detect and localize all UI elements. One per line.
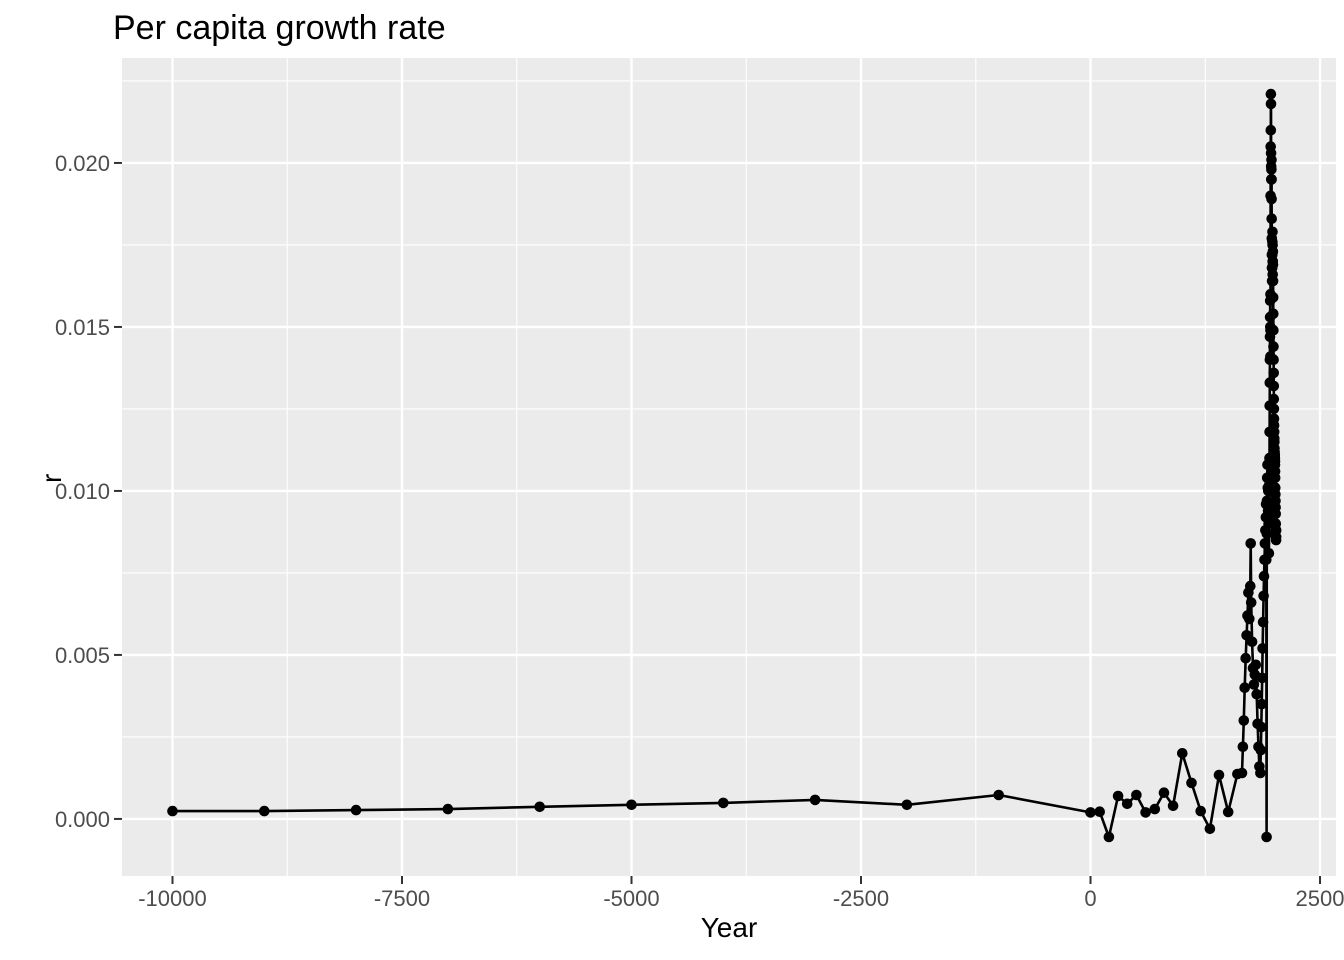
data-point xyxy=(1268,324,1279,336)
data-point xyxy=(1269,472,1281,484)
x-tick-label: -2500 xyxy=(833,886,889,911)
data-point xyxy=(1268,380,1280,392)
data-point xyxy=(1094,806,1105,817)
data-point xyxy=(1236,767,1248,779)
data-point xyxy=(1266,213,1277,224)
data-point xyxy=(901,799,913,811)
data-point xyxy=(1267,226,1278,238)
panel-background xyxy=(122,58,1336,876)
data-point xyxy=(1167,800,1179,812)
data-point xyxy=(1112,790,1124,802)
data-point xyxy=(1085,807,1096,818)
data-point xyxy=(1149,803,1161,815)
y-tick-label: 0.005 xyxy=(55,643,110,668)
data-point xyxy=(1222,806,1234,818)
y-tick-label: 0.015 xyxy=(55,315,110,340)
data-point xyxy=(1261,528,1273,539)
data-point xyxy=(1258,590,1269,602)
y-tick-label: 0.020 xyxy=(55,151,110,176)
data-point xyxy=(1256,672,1268,684)
data-point xyxy=(1268,403,1280,415)
data-point xyxy=(1266,193,1277,205)
chart-title: Per capita growth rate xyxy=(113,9,446,47)
data-point xyxy=(1213,769,1225,781)
data-point xyxy=(1255,767,1266,779)
data-point xyxy=(1158,787,1170,798)
data-point xyxy=(1261,495,1273,507)
data-point xyxy=(1186,777,1197,789)
data-point xyxy=(1266,154,1277,165)
data-point xyxy=(1237,741,1249,753)
data-point xyxy=(167,805,178,817)
data-point xyxy=(1240,652,1251,664)
data-point xyxy=(1245,580,1256,592)
data-point xyxy=(1255,744,1267,756)
data-point xyxy=(1268,308,1279,320)
data-point xyxy=(1131,789,1142,801)
data-point xyxy=(1246,636,1258,648)
y-tick-label: 0.010 xyxy=(55,479,110,504)
data-point xyxy=(1238,715,1250,726)
data-point xyxy=(1245,597,1257,608)
data-point xyxy=(1259,538,1271,549)
data-point xyxy=(259,805,270,817)
data-point xyxy=(1257,643,1268,654)
data-point xyxy=(1267,259,1279,270)
data-point xyxy=(350,804,362,816)
data-point xyxy=(1239,682,1250,693)
data-point xyxy=(1267,292,1279,303)
data-point xyxy=(1177,748,1188,759)
data-point xyxy=(442,803,454,815)
data-point xyxy=(534,801,545,813)
x-tick-label: 0 xyxy=(1084,886,1096,911)
data-point xyxy=(1270,508,1281,520)
data-point xyxy=(1103,831,1115,843)
x-axis-title: Year xyxy=(700,912,758,943)
data-point xyxy=(809,794,821,806)
data-point xyxy=(1265,88,1277,100)
data-point xyxy=(1268,354,1279,366)
data-point xyxy=(718,797,729,809)
x-tick-label: -10000 xyxy=(138,886,207,911)
data-point xyxy=(1204,823,1216,835)
data-point xyxy=(1261,831,1272,843)
data-point xyxy=(1248,679,1260,690)
data-point xyxy=(1268,393,1280,405)
data-point xyxy=(1268,367,1279,379)
data-point xyxy=(1195,805,1206,817)
data-point xyxy=(1140,807,1151,818)
data-point xyxy=(1266,164,1277,175)
data-point xyxy=(1265,98,1277,110)
data-point xyxy=(1267,246,1279,257)
data-point xyxy=(1256,698,1267,710)
data-point xyxy=(1245,538,1256,549)
data-point xyxy=(1267,275,1279,287)
x-tick-label: 2500 xyxy=(1296,886,1344,911)
data-point xyxy=(1266,174,1277,185)
data-point xyxy=(1256,721,1267,733)
x-tick-label: -7500 xyxy=(374,886,430,911)
data-point xyxy=(1270,525,1282,536)
y-axis-title: r xyxy=(36,473,67,483)
data-point xyxy=(1263,548,1275,559)
data-point xyxy=(993,789,1004,801)
x-tick-label: -5000 xyxy=(603,886,659,911)
data-point xyxy=(1250,659,1262,671)
data-point xyxy=(1121,798,1133,810)
data-point xyxy=(1251,689,1262,700)
data-point xyxy=(1244,613,1255,625)
data-point xyxy=(1268,341,1279,352)
data-point xyxy=(1258,570,1270,582)
data-point xyxy=(1265,124,1277,136)
data-point xyxy=(626,799,637,811)
y-tick-label: 0.000 xyxy=(55,807,110,832)
data-point xyxy=(1257,616,1269,628)
